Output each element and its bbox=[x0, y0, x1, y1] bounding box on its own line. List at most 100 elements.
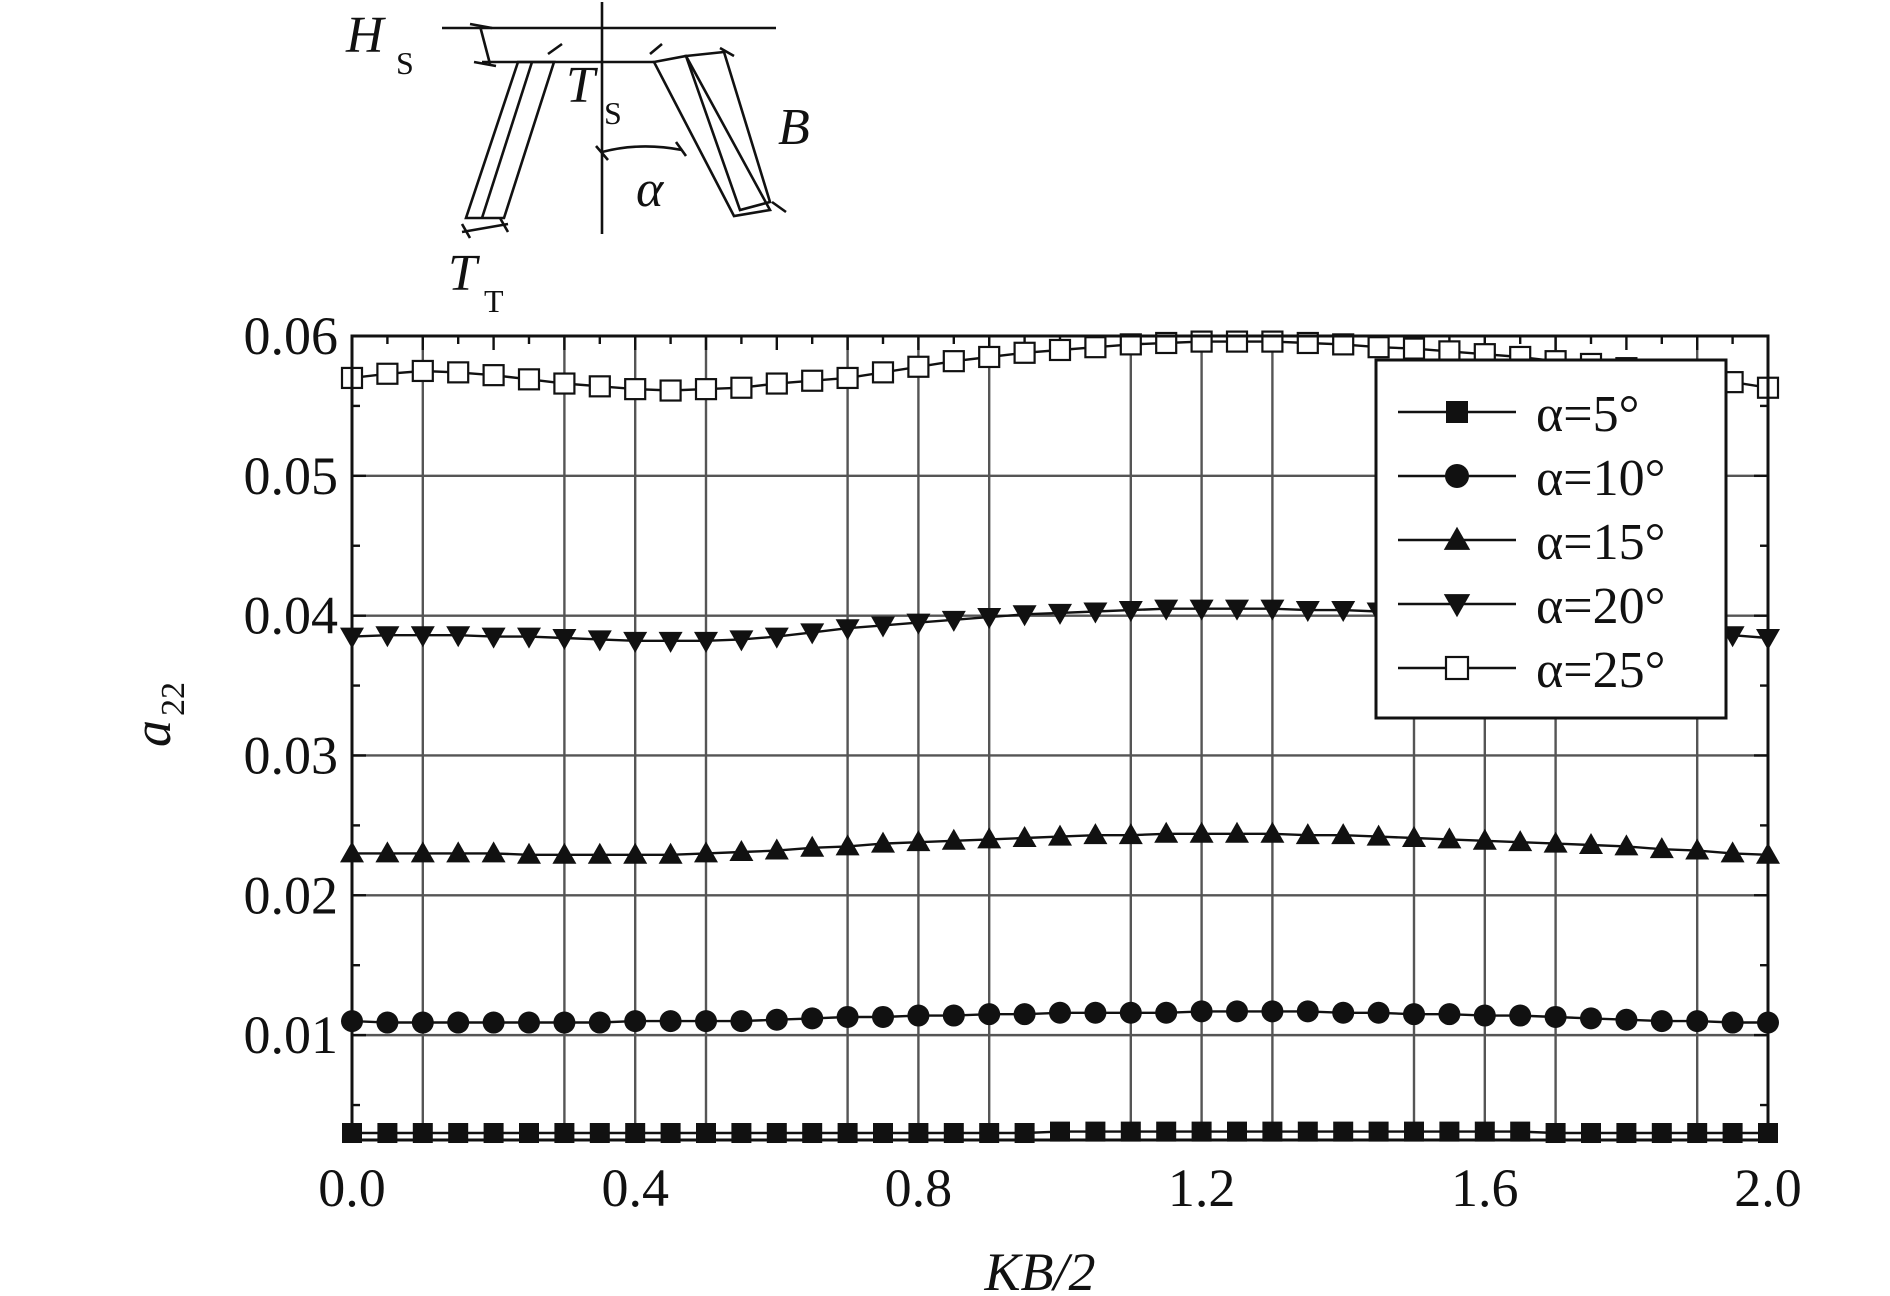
data-point bbox=[1084, 336, 1107, 359]
data-point bbox=[446, 841, 471, 863]
data-point bbox=[412, 1123, 433, 1144]
alpha-arc bbox=[601, 145, 683, 154]
data-point bbox=[1261, 1000, 1284, 1023]
data-point bbox=[1722, 1123, 1743, 1144]
data-point bbox=[871, 616, 895, 638]
data-point bbox=[1685, 838, 1710, 860]
data-point bbox=[1366, 824, 1391, 846]
y-tick-labels: 0.01 0.02 0.03 0.04 0.05 0.06 bbox=[244, 306, 339, 1065]
data-point bbox=[658, 842, 683, 864]
data-point bbox=[552, 842, 577, 864]
data-point bbox=[659, 1010, 682, 1033]
data-point bbox=[1444, 655, 1470, 681]
legend-label: α=10° bbox=[1536, 450, 1665, 507]
data-point bbox=[942, 1004, 965, 1027]
data-point bbox=[483, 1123, 504, 1144]
data-point bbox=[764, 838, 789, 860]
data-point bbox=[978, 345, 1001, 369]
data-point bbox=[519, 1123, 539, 1144]
data-point bbox=[906, 613, 931, 635]
data-point bbox=[1439, 1121, 1460, 1142]
data-point bbox=[837, 1123, 858, 1144]
data-point bbox=[941, 610, 966, 632]
data-point bbox=[731, 1123, 752, 1144]
y-axis-label: a bbox=[122, 720, 182, 747]
data-point bbox=[1331, 823, 1356, 845]
legend-label: α=5° bbox=[1536, 386, 1639, 443]
legend-label: α=20° bbox=[1536, 578, 1665, 635]
y-tick-label: 0.04 bbox=[244, 586, 339, 646]
data-point bbox=[1154, 821, 1179, 843]
series-3 bbox=[340, 821, 1780, 864]
data-point bbox=[1295, 601, 1320, 623]
data-point bbox=[1189, 821, 1214, 843]
data-point bbox=[624, 1010, 647, 1033]
left-blade-inner-line bbox=[480, 61, 534, 219]
data-point bbox=[1048, 824, 1072, 846]
ts-label: T bbox=[566, 57, 598, 114]
data-point bbox=[800, 623, 825, 645]
data-point bbox=[979, 1123, 1000, 1144]
data-point bbox=[554, 1123, 575, 1144]
data-point bbox=[836, 366, 859, 390]
data-point bbox=[587, 842, 612, 864]
data-point bbox=[978, 1003, 1001, 1026]
data-point bbox=[1332, 1001, 1355, 1024]
data-point bbox=[907, 355, 930, 378]
diagram-labels: H S T S B α T T bbox=[345, 7, 810, 319]
data-point bbox=[835, 834, 860, 856]
data-point bbox=[375, 841, 400, 863]
data-point bbox=[729, 839, 754, 861]
data-point bbox=[375, 626, 400, 648]
data-point bbox=[1509, 1004, 1532, 1027]
data-point bbox=[447, 361, 470, 384]
data-point bbox=[623, 842, 648, 864]
data-point bbox=[764, 627, 789, 649]
alpha-tick-right bbox=[674, 141, 688, 157]
x-tick-labels: 0.0 0.4 0.8 1.2 1.6 2.0 bbox=[318, 1158, 1802, 1218]
data-point bbox=[625, 1123, 646, 1144]
data-point bbox=[1155, 331, 1178, 355]
data-point bbox=[1508, 830, 1533, 852]
tt-tick-right bbox=[498, 217, 510, 233]
data-point bbox=[1012, 605, 1037, 627]
data-point bbox=[1225, 821, 1249, 843]
data-point bbox=[1013, 341, 1036, 364]
data-point bbox=[977, 827, 1002, 849]
data-point bbox=[1156, 1121, 1177, 1142]
data-point bbox=[1332, 333, 1355, 356]
data-point bbox=[1686, 1010, 1709, 1033]
data-point bbox=[411, 359, 434, 383]
right-blade-outer bbox=[684, 50, 772, 212]
data-point bbox=[1581, 1123, 1601, 1144]
data-point bbox=[410, 626, 435, 648]
hs-tick-bottom bbox=[473, 60, 497, 68]
x-axis-label: KB/2 bbox=[983, 1242, 1095, 1296]
data-point bbox=[800, 835, 825, 857]
data-point bbox=[906, 830, 931, 852]
data-point bbox=[801, 369, 824, 392]
series-1 bbox=[342, 1121, 1778, 1144]
right-blade bbox=[652, 54, 773, 218]
data-point bbox=[623, 631, 648, 653]
data-point bbox=[376, 362, 399, 385]
legend-item: α=15° bbox=[1398, 514, 1665, 571]
data-point bbox=[589, 1123, 610, 1144]
data-point bbox=[907, 1004, 930, 1027]
data-point bbox=[1367, 336, 1390, 359]
data-point bbox=[1615, 1008, 1638, 1031]
data-point bbox=[765, 372, 788, 395]
data-point bbox=[694, 841, 718, 863]
data-point bbox=[836, 1005, 859, 1028]
data-point bbox=[658, 631, 683, 653]
data-point bbox=[871, 361, 895, 384]
data-series bbox=[340, 330, 1780, 1144]
data-point bbox=[1227, 1121, 1247, 1142]
data-point bbox=[801, 1007, 824, 1030]
left-blade bbox=[464, 60, 556, 220]
data-point bbox=[482, 364, 505, 387]
x-tick-label: 1.6 bbox=[1451, 1158, 1519, 1218]
data-point bbox=[377, 1123, 398, 1144]
data-point bbox=[553, 1011, 576, 1034]
hs-dimension-line bbox=[478, 25, 492, 65]
